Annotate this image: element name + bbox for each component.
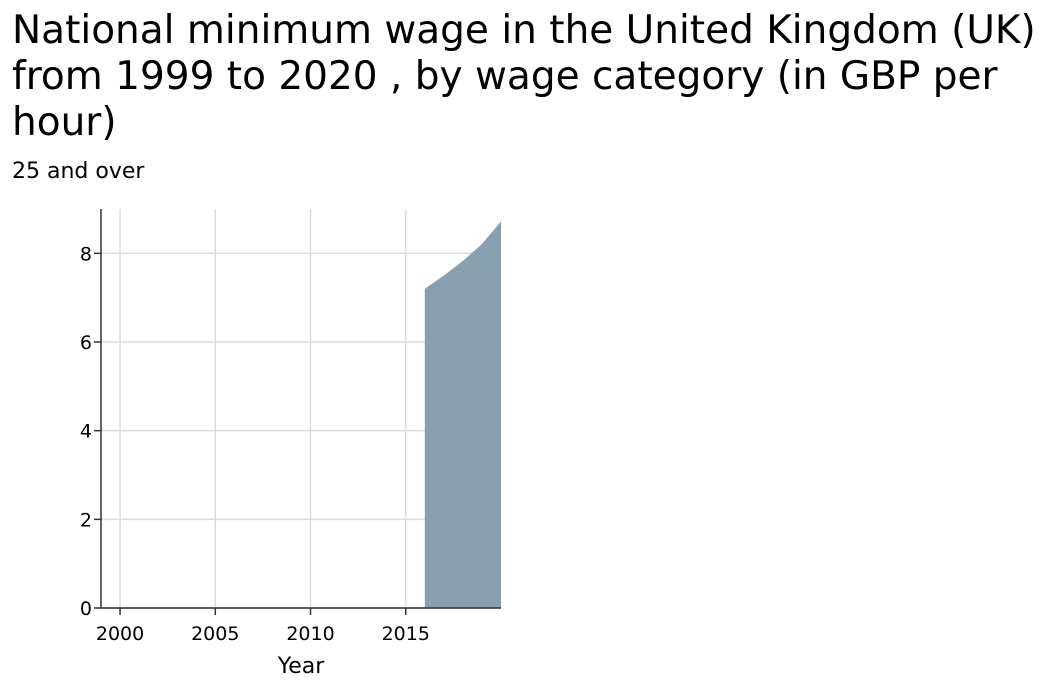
- area-series: [424, 221, 501, 608]
- area-series-0: [424, 221, 501, 608]
- x-axis-title: Year: [277, 654, 326, 679]
- y-tick-label-4: 4: [80, 421, 92, 443]
- y-tick-label-2: 2: [80, 509, 92, 531]
- y-tick-label-8: 8: [80, 243, 92, 265]
- x-tick-label-2015: 2015: [382, 623, 430, 645]
- chart-subtitle: 25 and over: [12, 159, 145, 184]
- chart-title: National minimum wage in the United King…: [12, 8, 1036, 145]
- x-tick-label-2010: 2010: [286, 623, 334, 645]
- y-tick-label-0: 0: [80, 598, 92, 620]
- x-tick-label-2005: 2005: [191, 623, 239, 645]
- axes: [94, 209, 501, 615]
- y-tick-label-6: 6: [80, 332, 92, 354]
- tick-labels: 2000 2005 2010 2015 0 2 4 6 8: [80, 243, 430, 645]
- x-tick-label-2000: 2000: [96, 623, 144, 645]
